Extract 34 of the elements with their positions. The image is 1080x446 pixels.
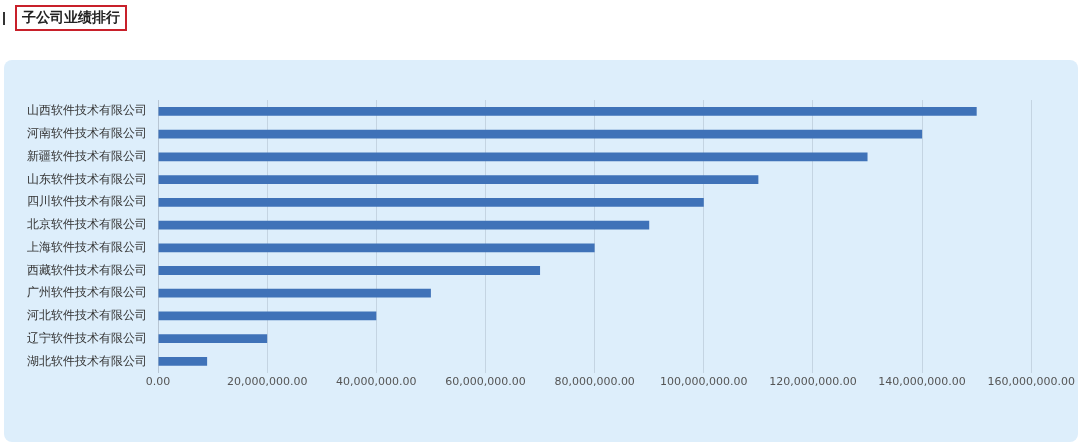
y-tick-label: 四川软件技术有限公司 (27, 194, 147, 209)
x-tick-label: 20,000,000.00 (226, 375, 308, 389)
y-tick-label: 上海软件技术有限公司 (27, 239, 147, 254)
y-tick-label: 山西软件技术有限公司 (27, 103, 147, 118)
y-tick-label: 西藏软件技术有限公司 (27, 262, 147, 277)
bar (158, 243, 595, 253)
x-tick-label: 0.00 (145, 375, 171, 389)
bar (158, 220, 650, 230)
y-tick-label: 湖北软件技术有限公司 (27, 353, 147, 368)
bar (158, 129, 923, 139)
y-tick-label: 辽宁软件技术有限公司 (27, 330, 147, 345)
bar (158, 197, 704, 207)
bar (158, 311, 377, 321)
x-tick-label: 160,000,000.00 (987, 375, 1076, 389)
x-tick-label: 60,000,000.00 (445, 375, 526, 389)
bar (158, 288, 431, 298)
bar (158, 175, 759, 184)
y-tick-label: 新疆软件技术有限公司 (27, 148, 147, 163)
y-tick-label: 山东软件技术有限公司 (27, 171, 147, 186)
bar (158, 152, 868, 162)
bar (158, 357, 208, 366)
x-tick-label: 120,000,000.00 (769, 375, 857, 389)
y-tick-label: 河北软件技术有限公司 (27, 308, 147, 323)
x-tick-label: 140,000,000.00 (878, 375, 966, 389)
y-tick-label: 北京软件技术有限公司 (27, 217, 147, 232)
y-tick-label: 广州软件技术有限公司 (27, 285, 147, 300)
x-tick-label: 40,000,000.00 (336, 375, 417, 389)
bar (158, 266, 541, 275)
x-tick-label: 100,000,000.00 (660, 375, 748, 389)
y-tick-label: 河南软件技术有限公司 (27, 126, 147, 141)
bar (158, 334, 268, 344)
chart-title: 子公司业绩排行 (15, 5, 127, 31)
x-tick-label: 80,000,000.00 (554, 375, 635, 389)
bar (158, 106, 977, 116)
